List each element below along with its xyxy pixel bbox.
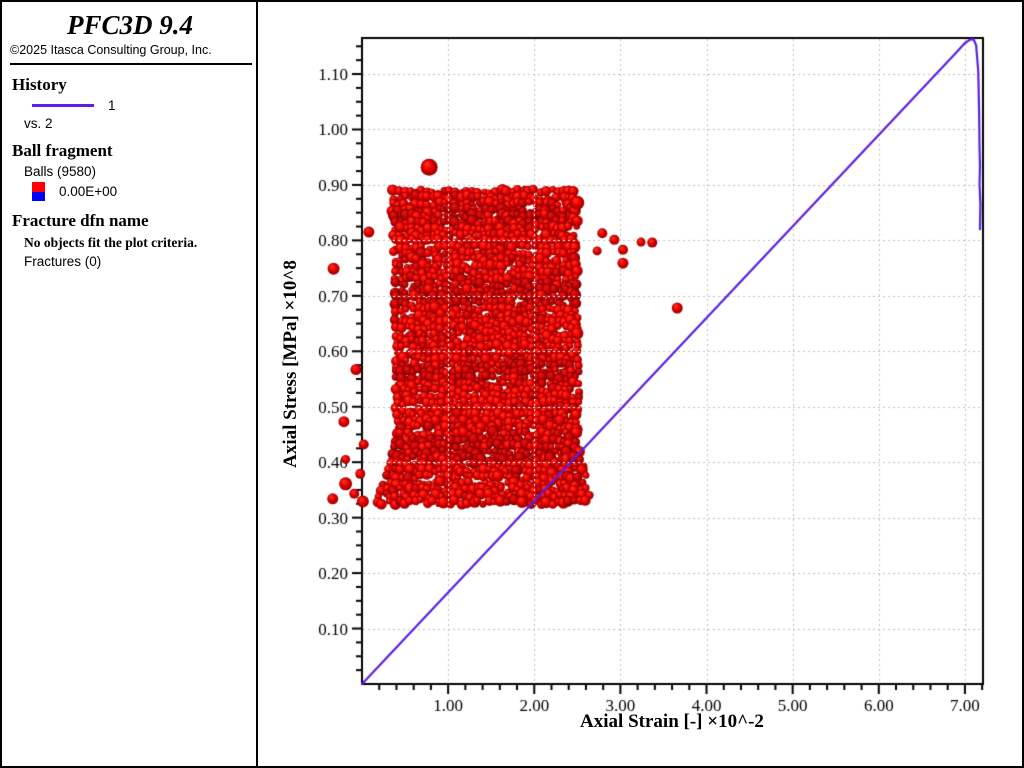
fracture-message: No objects fit the plot criteria. <box>24 235 198 250</box>
ball-fragment-heading: Ball fragment <box>12 141 113 160</box>
history-series-label: 1 <box>108 98 116 113</box>
history-heading: History <box>12 75 67 94</box>
fractures-count-label: Fractures (0) <box>24 254 102 269</box>
balls-count-label: Balls (9580) <box>24 164 97 179</box>
panel-separator <box>256 2 258 766</box>
history-line-swatch-icon <box>32 104 94 107</box>
ball-colorscale-value: 0.00E+00 <box>59 184 118 199</box>
fracture-heading: Fracture dfn name <box>12 211 149 230</box>
copyright-text: ©2025 Itasca Consulting Group, Inc. <box>10 43 212 57</box>
legend-panel: PFC3D 9.4 ©2025 Itasca Consulting Group,… <box>4 2 256 766</box>
legend-divider <box>10 63 252 65</box>
app-title: PFC3D 9.4 <box>66 10 193 40</box>
ball-color-row: 0.00E+00 <box>32 182 256 201</box>
y-axis-title: Axial Stress [MPa] ×10^8 <box>280 260 301 468</box>
history-vs-label: vs. 2 <box>24 116 53 131</box>
ball-colorscale-swatch-icon <box>32 182 45 201</box>
x-axis-title: Axial Strain [-] ×10^-2 <box>580 711 764 732</box>
history-series-row: 1 <box>24 98 256 113</box>
